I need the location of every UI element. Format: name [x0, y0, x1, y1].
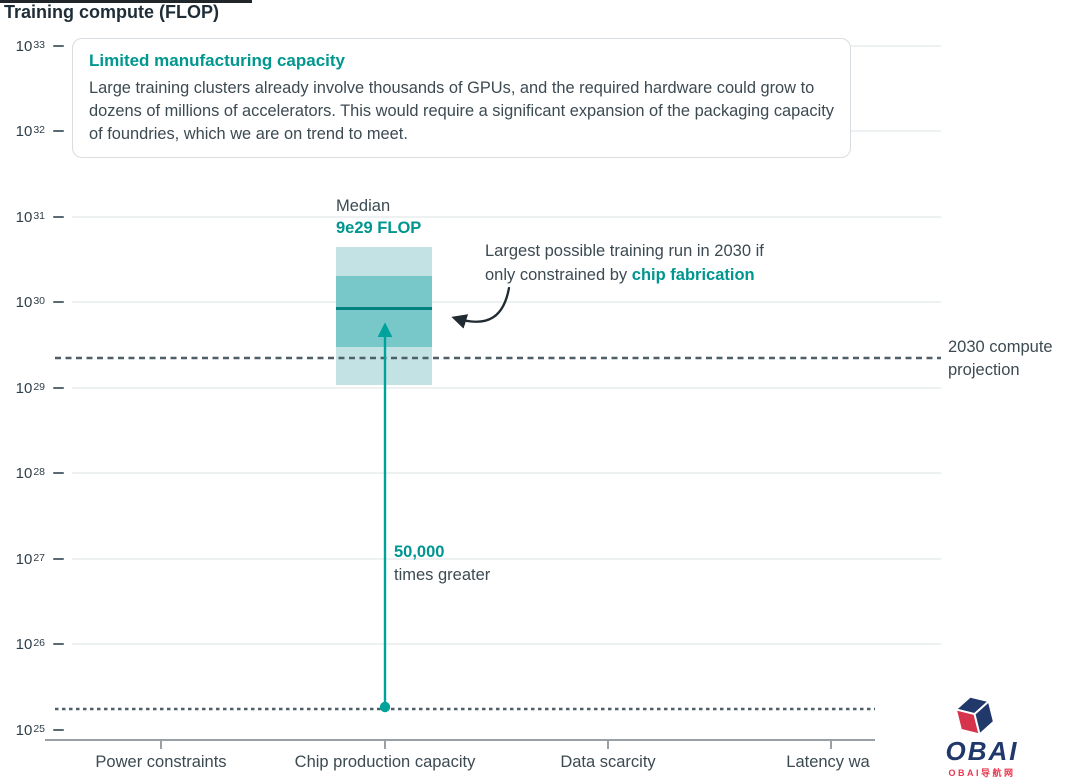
callout-limited-manufacturing: Limited manufacturing capacity Large tra…	[72, 38, 851, 158]
gridline-1e28	[72, 472, 941, 474]
chip-fabrication-highlight: chip fabrication	[631, 265, 755, 284]
y-tick-1e27: 10 27	[0, 548, 64, 570]
x-label-data-scarcity: Data scarcity	[560, 753, 656, 771]
y-tick-mark	[53, 130, 64, 132]
median-line	[336, 307, 432, 310]
y-tick-mark	[53, 643, 64, 645]
y-tick-mark	[53, 301, 64, 303]
x-label-chip-production-capacity: Chip production capacity	[294, 753, 476, 771]
ratio-value: 50,000	[394, 543, 445, 561]
y-tick-1e28: 10 28	[0, 462, 64, 484]
x-tick-power	[160, 741, 162, 749]
y-tick-mark	[53, 45, 64, 47]
largest-run-annotation: Largest possible training run in 2030 if…	[485, 240, 764, 287]
x-label-power-constraints: Power constraints	[95, 753, 227, 771]
largest-run-line1: Largest possible training run in 2030 if	[485, 242, 764, 260]
x-label-latency-wall: Latency wa	[786, 753, 870, 771]
cube-icon	[954, 695, 995, 736]
y-tick-1e26: 10 26	[0, 633, 64, 655]
gridline-1e27	[72, 558, 941, 560]
logo-subtext: OBAI导航网	[948, 768, 1016, 778]
ratio-arrow-origin-dot	[379, 701, 391, 713]
x-axis-line	[45, 739, 875, 741]
logo-wordmark: OBAI	[945, 736, 1019, 766]
cropped-edge-artifact	[0, 0, 252, 3]
x-tick-latency	[830, 741, 832, 749]
obai-logo[interactable]: OBAI OBAI导航网	[920, 694, 1056, 782]
gridline-1e29	[72, 387, 941, 389]
y-tick-1e29: 10 29	[0, 377, 64, 399]
chart-title: Training compute (FLOP)	[4, 2, 219, 22]
y-tick-mark	[53, 472, 64, 474]
callout-body: Large training clusters already involve …	[89, 79, 834, 143]
gridline-1e30	[72, 301, 941, 303]
y-tick-mark	[53, 729, 64, 731]
y-tick-1e25: 10 25	[0, 719, 64, 741]
gridline-1e31	[72, 216, 941, 218]
y-tick-1e32: 10 32	[0, 120, 64, 142]
median-label: Median	[336, 197, 391, 215]
x-tick-data	[607, 741, 609, 749]
y-tick-mark	[53, 387, 64, 389]
y-tick-1e31: 10 31	[0, 206, 64, 228]
y-tick-1e30: 10 30	[0, 291, 64, 313]
largest-run-arrow	[451, 286, 511, 329]
gridline-1e26	[72, 643, 941, 645]
largest-run-line2: only constrained by chip fabrication	[485, 265, 755, 284]
projection-label: 2030 compute projection	[948, 338, 1053, 379]
y-tick-1e33: 10 33	[0, 35, 64, 57]
y-tick-mark	[53, 216, 64, 218]
y-tick-mark	[53, 558, 64, 560]
x-tick-chip	[384, 741, 386, 749]
box-inner-range	[336, 276, 432, 347]
callout-heading: Limited manufacturing capacity	[89, 51, 345, 70]
ratio-suffix: times greater	[394, 566, 491, 584]
median-value: 9e29 FLOP	[336, 219, 422, 237]
